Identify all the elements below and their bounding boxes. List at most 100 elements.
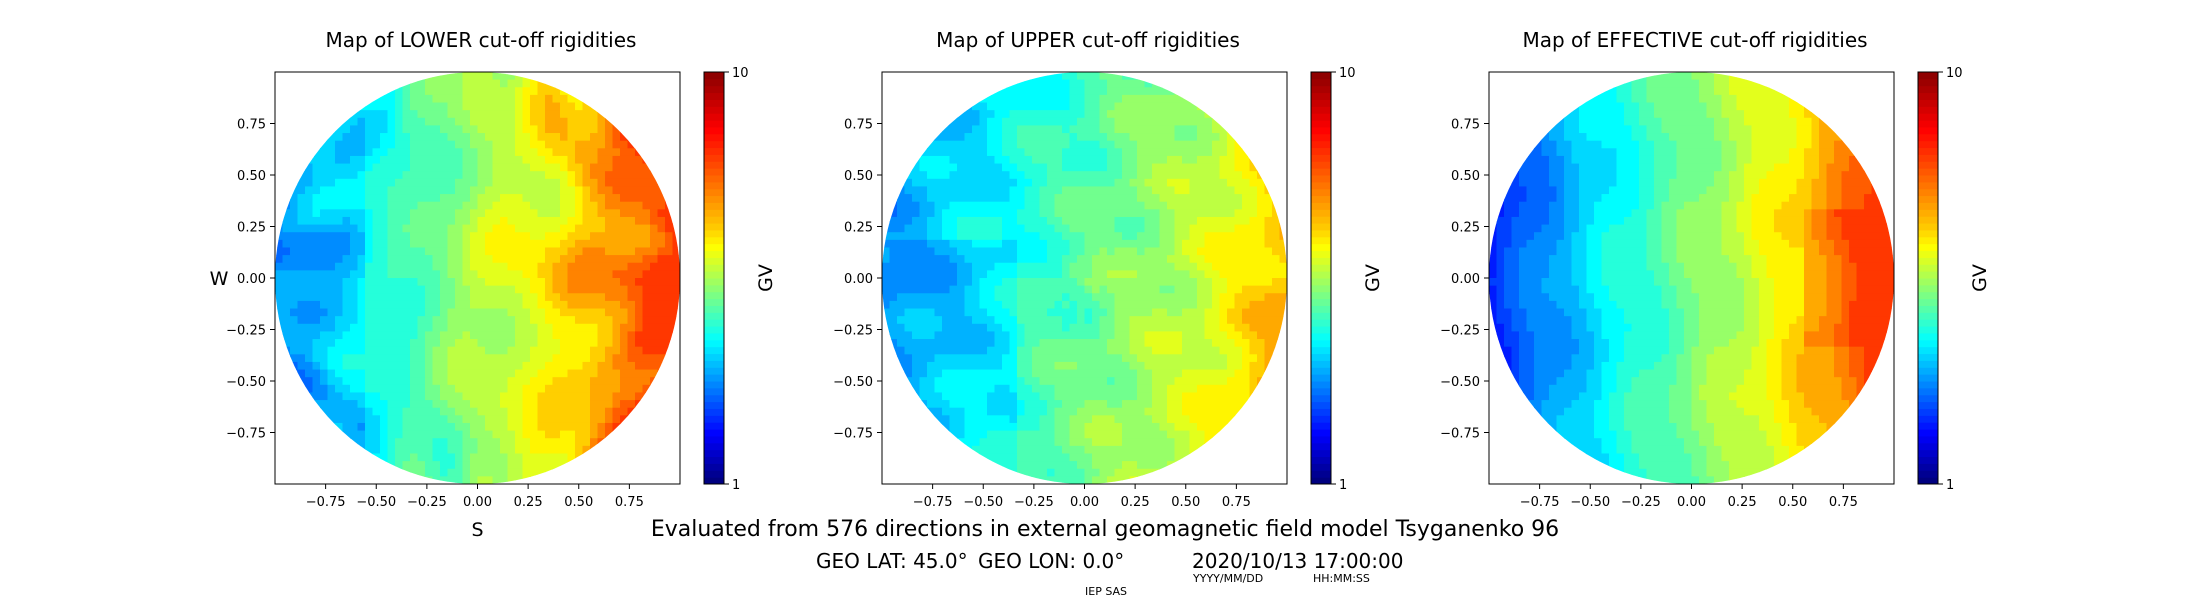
contour-cell [1227,377,1236,386]
contour-cell [620,369,629,378]
contour-cell [335,148,344,157]
contour-cell [485,308,494,317]
contour-cell [1204,415,1213,424]
contour-cell [897,247,906,256]
colorbar-segment [704,326,724,334]
contour-cell [410,255,419,264]
contour-cell [949,346,958,355]
contour-cell [1114,476,1123,484]
contour-cell [1144,72,1153,81]
contour-cell [455,316,464,325]
contour-cell [402,285,411,294]
contour-cell [620,354,629,363]
contour-cell [1144,110,1153,119]
contour-cell [919,278,928,287]
contour-cell [650,285,659,294]
contour-cell [485,262,494,271]
contour-cell [1092,232,1101,241]
contour-cell [1234,133,1243,142]
contour-cell [462,461,471,470]
contour-cell [350,133,359,142]
contour-cell [350,194,359,203]
contour-cell [1114,461,1123,470]
contour-cell [447,102,456,111]
contour-cell [1264,323,1273,333]
contour-cell [425,216,434,226]
contour-cell [335,392,344,401]
contour-cell [1152,438,1161,447]
contour-cell [440,110,449,119]
contour-cell [575,140,584,149]
contour-cell [410,300,419,310]
contour-cell [455,308,464,317]
contour-cell [545,87,554,96]
contour-cell [395,407,404,416]
contour-cell [1107,216,1116,226]
contour-cell [582,361,591,371]
x-tick-label: −0.25 [407,495,447,510]
contour-cell [949,239,958,249]
contour-cell [357,300,366,310]
contour-cell [560,308,569,317]
contour-cell [1069,384,1078,394]
contour-cell [1099,354,1108,363]
contour-cell [627,392,636,401]
contour-cell [1272,209,1281,218]
contour-cell [934,316,943,325]
contour-cell [410,354,419,363]
contour-cell [1242,384,1251,394]
contour-cell [1114,300,1123,310]
contour-cell [1017,476,1026,484]
contour-cell [612,224,621,233]
contour-cell [1174,94,1183,104]
contour-cell [657,209,666,218]
contour-cell [350,445,359,455]
contour-cell [380,354,389,363]
contour-cell [350,270,359,279]
contour-cell [1062,201,1071,210]
contour-cell [1212,209,1221,218]
colorbar-segment [704,243,724,252]
contour-cell [440,72,449,81]
contour-cell [1054,186,1063,195]
contour-cell [492,316,501,325]
contour-cell [1167,300,1176,310]
contour-cell [972,247,981,256]
contour-cell [904,171,913,180]
contour-cell [1077,117,1086,127]
contour-cell [402,468,411,477]
contour-cell [500,148,509,157]
contour-cell [1129,186,1138,195]
contour-cell [1197,400,1206,409]
contour-cell [387,468,396,477]
contour-cell [1249,316,1258,325]
contour-cell [575,308,584,317]
contour-cell [470,224,479,233]
contour-cell [1099,232,1108,241]
contour-cell [410,194,419,203]
contour-cell [1092,354,1101,363]
contour-cell [957,430,966,439]
contour-cell [470,422,479,432]
contour-cell [297,361,306,371]
contour-cell [477,247,486,256]
contour-cell [1039,384,1048,394]
contour-cell [1092,400,1101,409]
contour-cell [597,201,606,210]
contour-cell [425,72,434,81]
contour-cell [327,178,336,188]
colorbar-segment [704,381,724,389]
contour-cell [1122,476,1131,484]
contour-cell [507,117,516,127]
contour-cell [979,430,988,439]
contour-cell [447,285,456,294]
contour-cell [515,331,524,340]
contour-cell [597,285,606,294]
contour-cell [1002,232,1011,241]
contour-cell [327,339,336,348]
contour-cell [1039,209,1048,218]
contour-cell [387,384,396,394]
contour-cell [1002,415,1011,424]
contour-cell [612,194,621,203]
contour-cell [942,201,951,210]
